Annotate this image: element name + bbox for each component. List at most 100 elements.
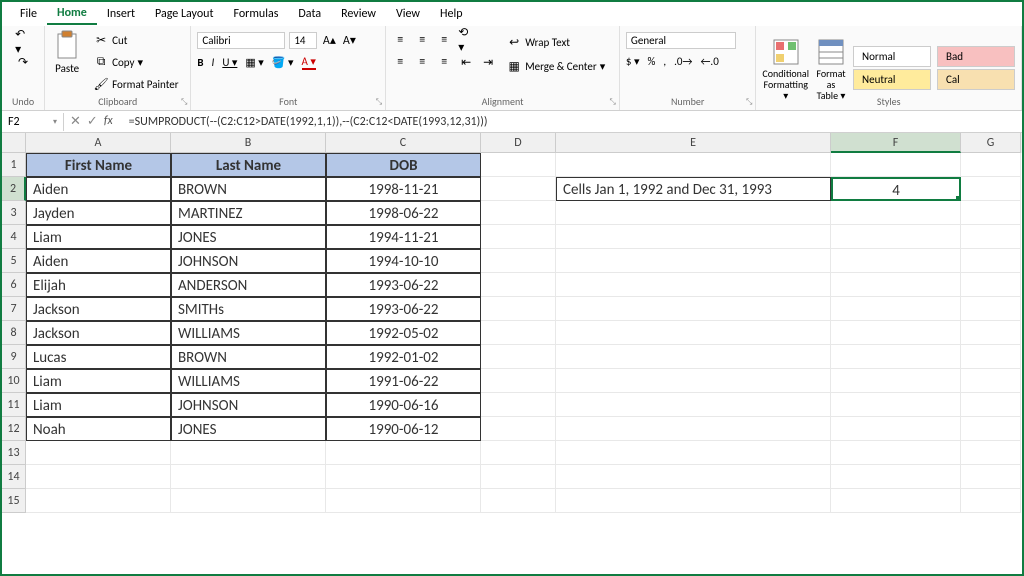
cell-f13[interactable] — [831, 441, 961, 465]
cell-e7[interactable] — [556, 297, 831, 321]
cell-c2[interactable]: 1998-11-21 — [326, 177, 481, 201]
increase-decimal-icon[interactable]: .0→ — [674, 55, 692, 68]
cell-c9[interactable]: 1992-01-02 — [326, 345, 481, 369]
cell-b2[interactable]: BROWN — [171, 177, 326, 201]
fx-icon[interactable]: fx — [104, 114, 119, 129]
bold-button[interactable]: B — [197, 56, 203, 69]
cell-b15[interactable] — [171, 489, 326, 513]
cell-f8[interactable] — [831, 321, 961, 345]
cell-g4[interactable] — [961, 225, 1021, 249]
cell-f14[interactable] — [831, 465, 961, 489]
col-header-e[interactable]: E — [556, 133, 831, 153]
row-header-10[interactable]: 10 — [2, 369, 26, 393]
cell-c6[interactable]: 1993-06-22 — [326, 273, 481, 297]
comma-button[interactable]: , — [663, 55, 666, 68]
cell-b6[interactable]: ANDERSON — [171, 273, 326, 297]
cell-d5[interactable] — [481, 249, 556, 273]
merge-center-button[interactable]: ▦Merge & Center ▾ — [502, 56, 609, 76]
cell-a14[interactable] — [26, 465, 171, 489]
cell-f6[interactable] — [831, 273, 961, 297]
menu-home[interactable]: Home — [47, 3, 97, 25]
col-header-f[interactable]: F — [831, 133, 961, 153]
cell-d3[interactable] — [481, 201, 556, 225]
cell-g15[interactable] — [961, 489, 1021, 513]
cell-c3[interactable]: 1998-06-22 — [326, 201, 481, 225]
number-format-select[interactable] — [626, 32, 736, 49]
wrap-text-button[interactable]: ↩Wrap Text — [502, 32, 609, 52]
cell-g6[interactable] — [961, 273, 1021, 297]
cell-c7[interactable]: 1993-06-22 — [326, 297, 481, 321]
number-expand-icon[interactable]: ⤡ — [746, 97, 752, 107]
cell-e5[interactable] — [556, 249, 831, 273]
cell-d14[interactable] — [481, 465, 556, 489]
row-header-14[interactable]: 14 — [2, 465, 26, 489]
row-header-6[interactable]: 6 — [2, 273, 26, 297]
row-header-7[interactable]: 7 — [2, 297, 26, 321]
paste-icon[interactable] — [51, 30, 83, 62]
select-all-corner[interactable] — [2, 133, 26, 153]
cell-a15[interactable] — [26, 489, 171, 513]
accounting-button[interactable]: $ ▾ — [626, 55, 640, 68]
cell-a5[interactable]: Aiden — [26, 249, 171, 273]
align-top-icon[interactable]: ≡ — [392, 32, 408, 48]
cut-button[interactable]: ✂Cut — [89, 30, 182, 50]
row-header-12[interactable]: 12 — [2, 417, 26, 441]
cell-e14[interactable] — [556, 465, 831, 489]
cell-e15[interactable] — [556, 489, 831, 513]
cell-g7[interactable] — [961, 297, 1021, 321]
align-middle-icon[interactable]: ≡ — [414, 32, 430, 48]
cell-d15[interactable] — [481, 489, 556, 513]
row-header-13[interactable]: 13 — [2, 441, 26, 465]
cell-f3[interactable] — [831, 201, 961, 225]
cell-d1[interactable] — [481, 153, 556, 177]
cell-g12[interactable] — [961, 417, 1021, 441]
format-painter-button[interactable]: 🖌Format Painter — [89, 74, 182, 94]
formula-input[interactable]: =SUMPRODUCT(--(C2:C12>DATE(1992,1,1)),--… — [125, 115, 1022, 129]
redo-icon[interactable]: ↷ — [15, 54, 31, 70]
cell-f5[interactable] — [831, 249, 961, 273]
borders-button[interactable]: ▦ ▾ — [245, 56, 263, 69]
copy-button[interactable]: ⧉Copy ▾ — [89, 52, 182, 72]
cell-f15[interactable] — [831, 489, 961, 513]
cell-d11[interactable] — [481, 393, 556, 417]
row-header-3[interactable]: 3 — [2, 201, 26, 225]
cell-e2[interactable]: Cells Jan 1, 1992 and Dec 31, 1993 — [556, 177, 831, 201]
menu-file[interactable]: File — [10, 4, 47, 24]
alignment-expand-icon[interactable]: ⤡ — [610, 97, 616, 107]
cell-e3[interactable] — [556, 201, 831, 225]
style-normal[interactable]: Normal — [853, 46, 931, 67]
cell-d7[interactable] — [481, 297, 556, 321]
col-header-a[interactable]: A — [26, 133, 171, 153]
cell-f10[interactable] — [831, 369, 961, 393]
align-center-icon[interactable]: ≡ — [414, 54, 430, 70]
menu-formulas[interactable]: Formulas — [223, 4, 288, 24]
cell-e4[interactable] — [556, 225, 831, 249]
font-color-button[interactable]: A ▾ — [302, 55, 316, 70]
cell-a6[interactable]: Elijah — [26, 273, 171, 297]
cell-d8[interactable] — [481, 321, 556, 345]
cell-g5[interactable] — [961, 249, 1021, 273]
cell-a2[interactable]: Aiden — [26, 177, 171, 201]
menu-view[interactable]: View — [386, 4, 430, 24]
cell-b7[interactable]: SMITHs — [171, 297, 326, 321]
cell-e6[interactable] — [556, 273, 831, 297]
cell-f11[interactable] — [831, 393, 961, 417]
cell-a9[interactable]: Lucas — [26, 345, 171, 369]
cell-g1[interactable] — [961, 153, 1021, 177]
cell-b13[interactable] — [171, 441, 326, 465]
align-right-icon[interactable]: ≡ — [436, 54, 452, 70]
cell-b3[interactable]: MARTINEZ — [171, 201, 326, 225]
fill-color-button[interactable]: 🪣 ▾ — [272, 56, 294, 69]
cell-b10[interactable]: WILLIAMS — [171, 369, 326, 393]
cell-a13[interactable] — [26, 441, 171, 465]
clipboard-expand-icon[interactable]: ⤡ — [181, 97, 187, 107]
row-header-4[interactable]: 4 — [2, 225, 26, 249]
cell-b14[interactable] — [171, 465, 326, 489]
undo-icon[interactable]: ↶ ▾ — [15, 34, 31, 50]
increase-font-icon[interactable]: A▴ — [321, 33, 337, 49]
cell-g13[interactable] — [961, 441, 1021, 465]
enter-formula-icon[interactable]: ✓ — [87, 114, 98, 129]
col-header-c[interactable]: C — [326, 133, 481, 153]
align-left-icon[interactable]: ≡ — [392, 54, 408, 70]
row-header-5[interactable]: 5 — [2, 249, 26, 273]
